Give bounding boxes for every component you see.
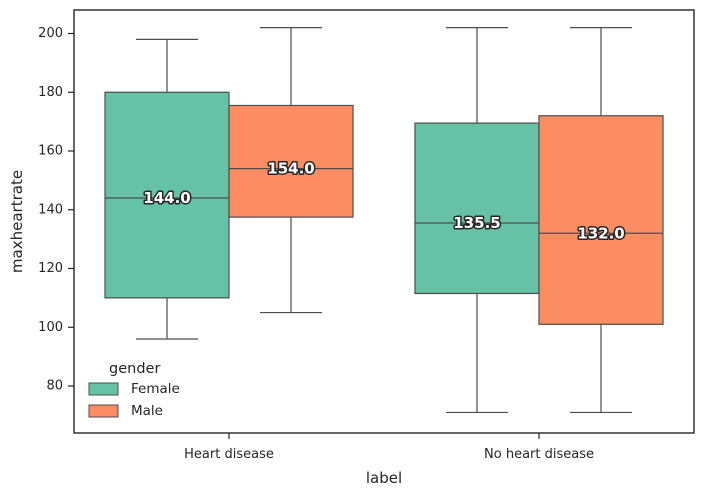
boxes-layer xyxy=(104,27,664,414)
box-body xyxy=(104,91,230,299)
box-male-0 xyxy=(228,27,354,314)
legend-swatch-female xyxy=(88,382,119,396)
legend-swatch-male xyxy=(88,404,119,418)
legend-title: gender xyxy=(109,361,160,377)
box-body xyxy=(228,104,354,218)
y-tick-label: 200 xyxy=(38,26,63,41)
median-label: 132.0 xyxy=(577,224,624,242)
y-tick-label: 180 xyxy=(38,85,63,100)
legend: gender Female Male xyxy=(88,361,180,419)
median-label: 135.5 xyxy=(453,214,500,232)
y-tick-label: 140 xyxy=(38,202,63,217)
box-body xyxy=(414,122,540,295)
axes-layer: 80 100 120 140 160 180 200 Heart disease No hear… xyxy=(8,9,695,487)
y-tick-label: 80 xyxy=(46,379,63,394)
y-tick-label: 100 xyxy=(38,320,63,335)
median-label: 144.0 xyxy=(143,189,190,207)
median-labels-layer: 144.0 135.5 154.0 132.0 xyxy=(142,158,626,244)
x-tick-label: No heart disease xyxy=(484,447,594,462)
box-body xyxy=(538,115,664,325)
box-male-1 xyxy=(538,27,664,414)
y-tick-label: 120 xyxy=(38,261,63,276)
legend-label-male: Male xyxy=(131,403,163,419)
x-axis-title: label xyxy=(366,469,402,487)
y-tick-label: 160 xyxy=(38,144,63,159)
x-tick-label: Heart disease xyxy=(184,447,274,462)
box-female-1 xyxy=(414,27,540,414)
median-label: 154.0 xyxy=(267,160,314,178)
legend-label-female: Female xyxy=(131,381,180,397)
box-female-0 xyxy=(104,38,230,340)
plot-frame xyxy=(73,9,695,434)
y-axis-title: maxheartrate xyxy=(8,170,26,273)
